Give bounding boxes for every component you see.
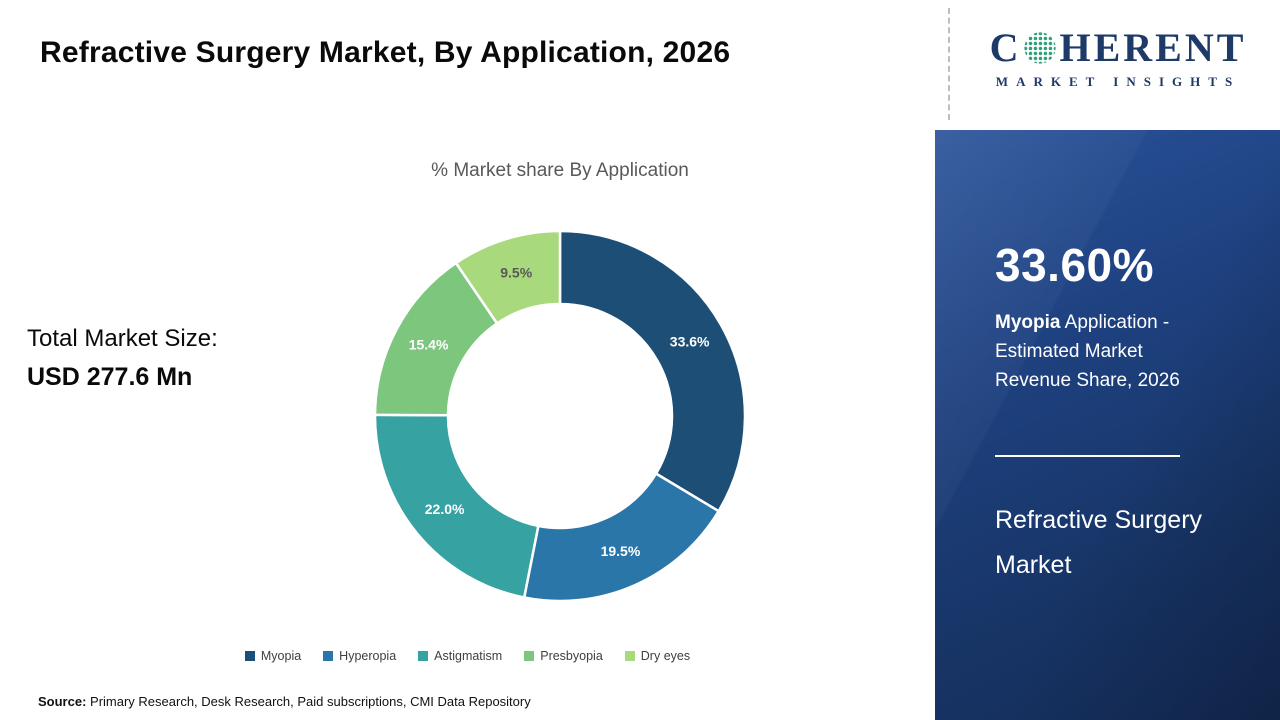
slice-label-dry-eyes: 9.5% (500, 264, 532, 280)
legend-item-myopia: Myopia (244, 649, 302, 663)
legend-swatch-presbyopia (524, 651, 535, 661)
source-line: Source: Primary Research, Desk Research,… (38, 694, 531, 709)
legend-swatch-astigmatism (418, 651, 429, 661)
legend-swatch-hyperopia (323, 651, 334, 661)
legend-item-dry-eyes: Dry eyes (624, 649, 691, 663)
highlight-caption: Myopia Application - Estimated Market Re… (995, 308, 1213, 395)
highlight-stat-value: 33.60% (995, 239, 1155, 291)
panel-report-title: Refractive Surgery Market (995, 506, 1203, 579)
total-market-size-value: USD 277.6 Mn (27, 363, 193, 391)
chart-legend: Myopia Hyperopia Astigmatism Presbyopia Dry … (0, 649, 935, 663)
donut-chart-svg: 33.6% 19.5% 22.0% 15.4% 9.5% (373, 229, 747, 603)
donut-chart: 33.6% 19.5% 22.0% 15.4% 9.5% (365, 221, 755, 611)
highlight-caption-bold: Myopia (995, 312, 1061, 333)
total-market-size-label: Total Market Size: (27, 325, 218, 352)
slice-label-astigmatism: 22.0% (425, 501, 465, 517)
slice-label-hyperopia: 19.5% (601, 543, 641, 559)
brand-wordmark: C HERENT (973, 28, 1263, 68)
legend-label-hyperopia: Hyperopia (339, 649, 397, 663)
donut-slice-astigmatism (373, 413, 540, 599)
legend-item-presbyopia: Presbyopia (524, 649, 603, 663)
total-market-size-block: Total Market Size: USD 277.6 Mn (27, 320, 218, 396)
slice-label-presbyopia: 15.4% (409, 337, 449, 353)
highlight-caption-rest: Application - Estimated Market Revenue S… (995, 312, 1180, 391)
legend-label-astigmatism: Astigmatism (434, 649, 503, 663)
right-sidebar: C HERENT MARKET INSIGHTS 33.60% (935, 0, 1280, 720)
donut-slice-myopia (558, 229, 747, 513)
brand-subtitle: MARKET INSIGHTS (995, 74, 1241, 89)
donut-slice-hyperopia (522, 472, 720, 603)
slice-label-myopia: 33.6% (670, 333, 710, 349)
dotted-globe-icon (1024, 32, 1057, 64)
brand-letter-c: C (989, 25, 1022, 70)
legend-label-myopia: Myopia (260, 649, 302, 663)
source-text: Primary Research, Desk Research, Paid su… (86, 694, 531, 709)
panel-divider (995, 455, 1180, 457)
dashed-separator (948, 8, 950, 120)
legend-swatch-dry-eyes (624, 651, 635, 661)
page-title: Refractive Surgery Market, By Applicatio… (40, 36, 731, 69)
legend-item-astigmatism: Astigmatism (418, 649, 502, 663)
source-label: Source: (38, 694, 87, 709)
legend-label-presbyopia: Presbyopia (540, 649, 603, 663)
legend-item-hyperopia: Hyperopia (323, 649, 396, 663)
brand-letters-rest: HERENT (1059, 25, 1247, 70)
logo-box: C HERENT MARKET INSIGHTS (935, 0, 1280, 130)
chart-subtitle: % Market share By Application (431, 160, 689, 181)
legend-swatch-myopia (244, 651, 255, 661)
legend-label-dry-eyes: Dry eyes (640, 649, 691, 663)
highlight-panel: 33.60% Myopia Application - Estimated Ma… (935, 130, 1280, 720)
brand-logo: C HERENT MARKET INSIGHTS (973, 28, 1263, 90)
donut-slice-dry-eyes (454, 229, 562, 325)
